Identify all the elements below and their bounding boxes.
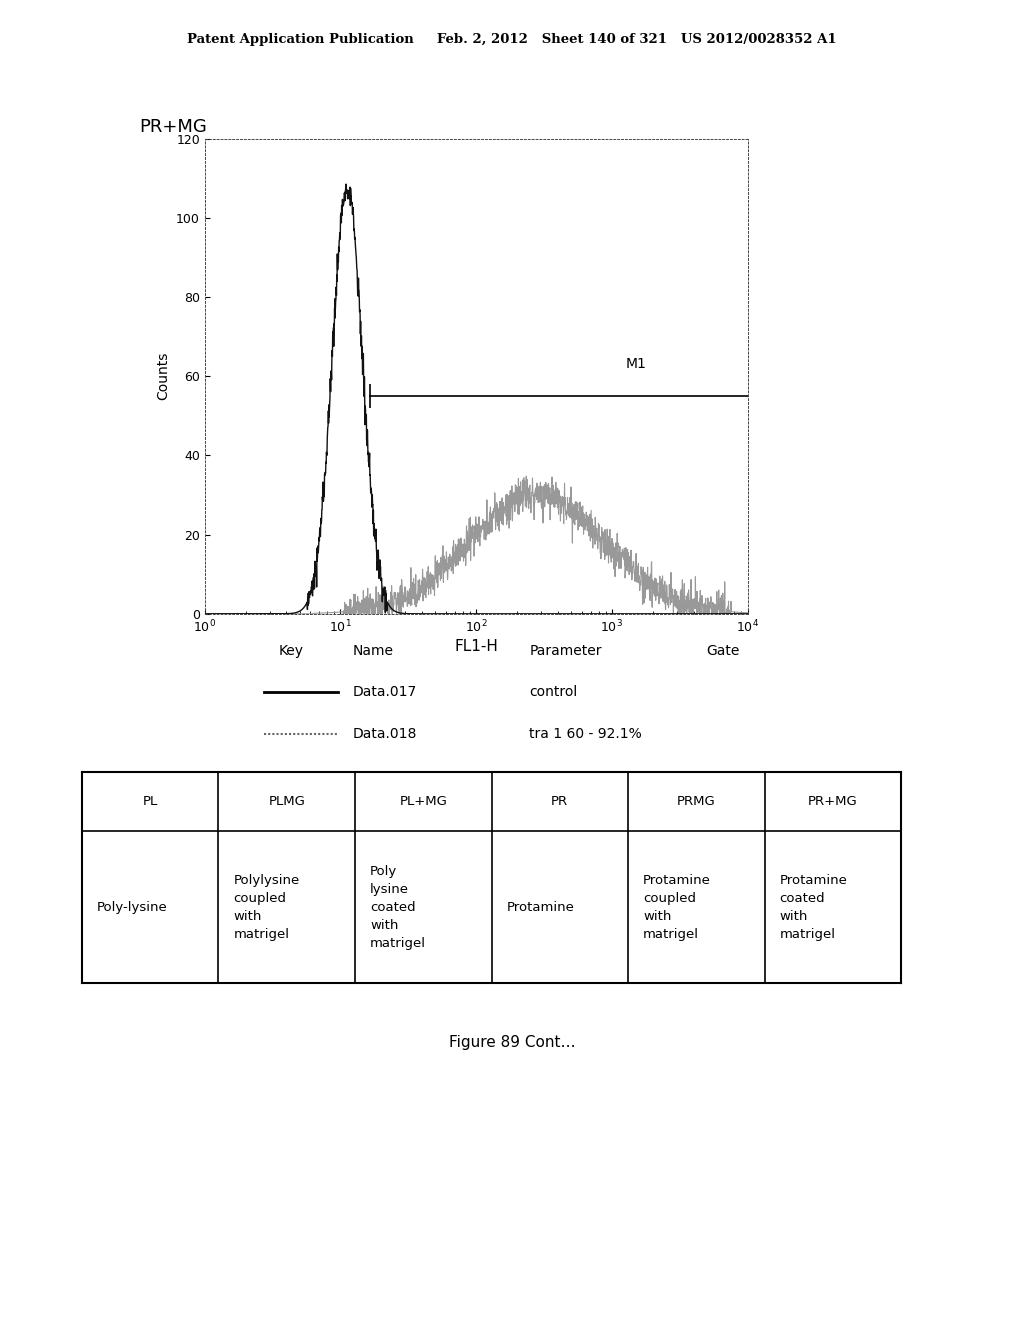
Text: Protamine
coupled
with
matrigel: Protamine coupled with matrigel bbox=[643, 874, 711, 941]
Text: Polylysine
coupled
with
matrigel: Polylysine coupled with matrigel bbox=[233, 874, 300, 941]
Text: Key: Key bbox=[279, 644, 303, 657]
Text: PL: PL bbox=[142, 795, 158, 808]
X-axis label: FL1-H: FL1-H bbox=[455, 639, 498, 655]
Text: Data.018: Data.018 bbox=[352, 727, 417, 741]
Text: Gate: Gate bbox=[707, 644, 739, 657]
Text: PR: PR bbox=[551, 795, 568, 808]
Text: Protamine
coated
with
matrigel: Protamine coated with matrigel bbox=[779, 874, 848, 941]
Text: PR+MG: PR+MG bbox=[808, 795, 858, 808]
Text: Protamine: Protamine bbox=[507, 900, 574, 913]
Text: PR+MG: PR+MG bbox=[139, 117, 208, 136]
Text: PRMG: PRMG bbox=[677, 795, 716, 808]
Text: PLMG: PLMG bbox=[268, 795, 305, 808]
Text: PL+MG: PL+MG bbox=[399, 795, 447, 808]
Text: Data.017: Data.017 bbox=[352, 685, 417, 700]
Text: Poly-lysine: Poly-lysine bbox=[97, 900, 168, 913]
Text: Parameter: Parameter bbox=[529, 644, 602, 657]
Y-axis label: Counts: Counts bbox=[157, 352, 171, 400]
Text: M1: M1 bbox=[626, 358, 646, 371]
Text: control: control bbox=[529, 685, 578, 700]
Text: tra 1 60 - 92.1%: tra 1 60 - 92.1% bbox=[529, 727, 642, 741]
Text: Patent Application Publication     Feb. 2, 2012   Sheet 140 of 321   US 2012/002: Patent Application Publication Feb. 2, 2… bbox=[187, 33, 837, 46]
Text: Name: Name bbox=[352, 644, 393, 657]
Text: Poly
lysine
coated
with
matrigel: Poly lysine coated with matrigel bbox=[370, 865, 426, 950]
Text: Figure 89 Cont…: Figure 89 Cont… bbox=[449, 1035, 575, 1051]
